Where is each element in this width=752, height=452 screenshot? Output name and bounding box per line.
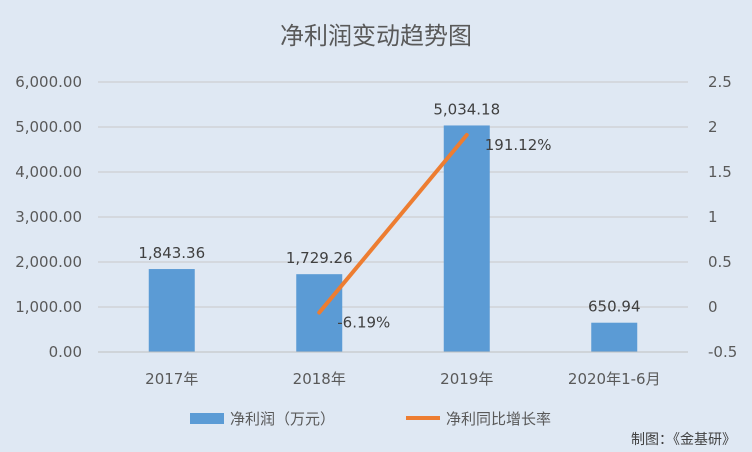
y-left-tick-label: 6,000.00 xyxy=(15,73,82,91)
bar xyxy=(148,269,195,352)
bar-data-label: 1,843.36 xyxy=(138,244,205,262)
x-category-label: 2020年1-6月 xyxy=(568,370,661,388)
y-left-tick-label: 4,000.00 xyxy=(15,163,82,181)
y-left-tick-label: 5,000.00 xyxy=(15,118,82,136)
data-labels: 1,843.36 1,729.26 5,034.18 650.94 -6.19% 191.… xyxy=(138,100,640,331)
bar xyxy=(443,125,490,352)
y-left-tick-label: 2,000.00 xyxy=(15,253,82,271)
y-left-tick-label: 1,000.00 xyxy=(15,298,82,316)
bar-data-label: 1,729.26 xyxy=(286,249,353,267)
legend-label-bar: 净利润（万元） xyxy=(230,410,335,428)
bar xyxy=(591,322,638,352)
line-series xyxy=(317,132,469,315)
y-right-tick-label: 1 xyxy=(708,208,718,226)
chart-title: 净利润变动趋势图 xyxy=(280,22,472,50)
line-data-label: 191.12% xyxy=(485,136,552,154)
chart-credit: 制图：《金基研》 xyxy=(631,431,736,448)
y-left-tick-label: 3,000.00 xyxy=(15,208,82,226)
axes: 0.00 1,000.00 2,000.00 3,000.00 4,000.00 5,00… xyxy=(15,73,737,388)
gridlines xyxy=(98,81,688,308)
x-category-label: 2017年 xyxy=(145,370,198,388)
y-left-tick-label: 0.00 xyxy=(49,343,82,361)
bar-data-label: 5,034.18 xyxy=(433,100,500,118)
legend-swatch-bar xyxy=(190,413,224,424)
y-right-tick-label: -0.5 xyxy=(708,343,737,361)
y-right-tick-label: 2 xyxy=(708,118,718,136)
y-right-tick-label: 0 xyxy=(708,298,718,316)
y-right-tick-label: 1.5 xyxy=(708,163,732,181)
y-right-tick-label: 2.5 xyxy=(708,73,732,91)
legend: 净利润（万元） 净利同比增长率 xyxy=(190,410,551,428)
legend-label-line: 净利同比增长率 xyxy=(446,410,551,428)
x-category-label: 2018年 xyxy=(293,370,346,388)
y-right-tick-label: 0.5 xyxy=(708,253,732,271)
growth-rate-line xyxy=(317,132,469,315)
line-data-label: -6.19% xyxy=(337,314,390,332)
bar-data-label: 650.94 xyxy=(588,298,641,316)
x-category-label: 2019年 xyxy=(440,370,493,388)
